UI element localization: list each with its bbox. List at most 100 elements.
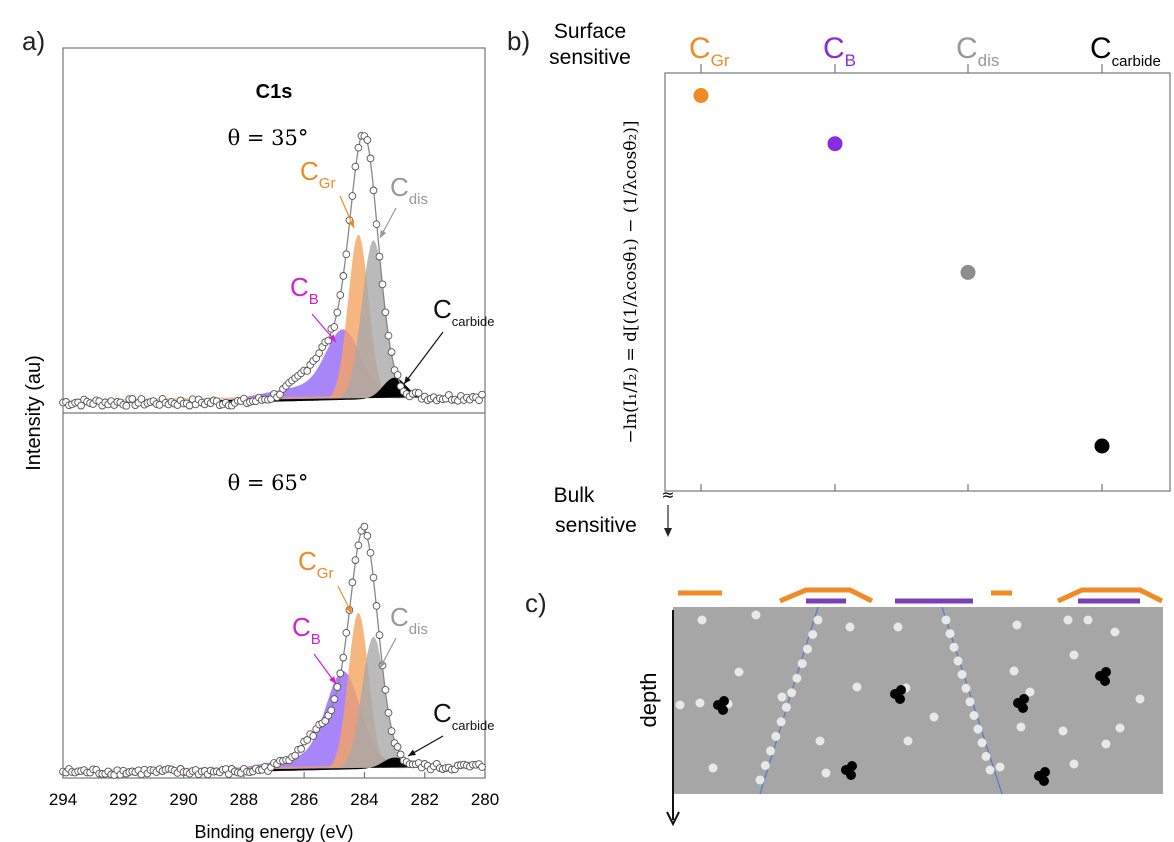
dopant-dots (675, 610, 1145, 785)
xps-x-tick-label: 288 (230, 790, 258, 809)
dopant-dot (1069, 650, 1079, 660)
carbide-atom (1019, 694, 1029, 704)
xps-peak-label: CGr (300, 156, 335, 192)
xps-data-point (351, 162, 360, 171)
graphite-layer-4 (1056, 587, 1164, 604)
dopant-dot (734, 667, 744, 677)
xps-peak-label: Cdis (390, 172, 428, 208)
xps-data-point (372, 220, 381, 229)
xps-x-axis: 294 292 290 288 286 284 282 280 (49, 772, 499, 809)
dopant-dot (1135, 694, 1145, 704)
dopant-dot (845, 622, 855, 632)
xps-label-arrowhead (380, 660, 387, 668)
xps-data-point (369, 186, 378, 195)
xps-data-point (297, 745, 305, 753)
scatter-point-C_Gr (693, 88, 709, 103)
xps-component-C_Gr (63, 234, 485, 403)
carbide-clusters (713, 667, 1111, 786)
scatter-frame (664, 72, 1171, 492)
dopant-dot (777, 692, 787, 702)
xps-data-point (330, 323, 339, 331)
boundary-dot (813, 615, 823, 625)
xps-data-point (369, 573, 378, 582)
carbide-atom (896, 685, 906, 695)
scatter-panel: Surface sensitive Bulk sensitive ≈ −ln(I… (549, 20, 1171, 537)
dopant-dot (675, 700, 685, 710)
xps-data-point (315, 349, 324, 358)
xps-data-point (381, 685, 390, 694)
angle-label-top: θ = 35° (228, 126, 309, 150)
xps-data-point (354, 143, 363, 152)
bulk-arrow-head (664, 528, 672, 537)
xps-data-point (342, 250, 351, 259)
xps-data-point (342, 628, 351, 637)
dopant-dot (1058, 726, 1068, 736)
dopant-dot (929, 712, 939, 722)
xps-data-point (366, 154, 375, 163)
dopant-dot (695, 698, 705, 708)
xps-component-C_dis (63, 636, 485, 772)
xps-data-point (387, 348, 396, 356)
scatter-point-C_carbide (1094, 438, 1110, 454)
boundary-dot (941, 615, 951, 625)
xps-label-arrowhead (404, 376, 411, 384)
xps-data-point (336, 291, 345, 299)
xps-data-point (396, 750, 405, 759)
carbide-atom (1040, 767, 1050, 777)
dopant-dot (893, 622, 903, 632)
dopant-dot (1063, 615, 1073, 625)
boundary-dot (961, 683, 971, 693)
xps-data-point (478, 390, 486, 399)
xps-data-point (393, 371, 402, 379)
xps-label-arrow (403, 331, 444, 385)
dopant-dot (1110, 627, 1120, 637)
boundary-dot (953, 656, 963, 666)
xps-data-point (375, 252, 384, 261)
xps-data-point (348, 578, 357, 587)
xps-panel: C1s θ = 35° θ = 65° CGr Cdis CB Ccarbide CG… (23, 47, 499, 842)
dopant-dot (1083, 615, 1093, 625)
boundary-dot (803, 644, 812, 654)
xps-x-tick-label: 284 (350, 790, 378, 809)
boundary-dot (771, 731, 781, 741)
xps-peak-label: Ccarbide (433, 294, 494, 329)
scatter-y-label: −ln(I₁/I₂) = d[(1/λcosθ₁) − (1/λcosθ₂)] (621, 120, 641, 443)
xps-y-label: Intensity (au) (23, 355, 45, 471)
depth-label: depth (636, 672, 661, 727)
angle-label-bottom: θ = 65° (228, 471, 309, 495)
xps-data-point (77, 401, 85, 410)
boundary-dot (766, 746, 775, 756)
surface-label-1: Surface (554, 20, 626, 43)
xps-data-point (333, 683, 342, 691)
panel-label-a: a) (22, 26, 45, 56)
carbide-atom (895, 694, 905, 704)
boundary-dot (787, 688, 797, 698)
xps-x-tick-label: 286 (290, 790, 318, 809)
scatter-category-label: Ccarbide (1090, 32, 1161, 70)
scatter-category-label: CB (823, 32, 856, 70)
xps-data-point (336, 669, 345, 678)
xps-data-point (387, 727, 396, 735)
dopant-dot (1069, 759, 1079, 769)
xps-component-C_B (63, 671, 485, 772)
xps-data-point (330, 695, 339, 703)
dopant-dot (708, 763, 718, 773)
xps-label-arrowhead (408, 749, 416, 756)
xps-label-arrowhead (348, 220, 354, 228)
xps-peak-label: CB (292, 612, 321, 648)
boundary-dot (808, 630, 818, 639)
xps-data-point (384, 331, 393, 340)
xps-data-point (393, 743, 402, 751)
boundary-dot (792, 673, 802, 683)
boundary-dot (981, 751, 991, 761)
xps-data-point (378, 280, 387, 289)
xps-peak-label: Ccarbide (433, 698, 494, 733)
xps-title: C1s (256, 81, 293, 103)
xps-peak-label: CGr (298, 546, 333, 582)
scatter-category-label: CGr (689, 32, 730, 70)
xps-data-point (122, 401, 131, 410)
carbide-atom (1018, 703, 1028, 713)
boundary-dot (973, 724, 983, 734)
dopant-dot (995, 762, 1005, 772)
